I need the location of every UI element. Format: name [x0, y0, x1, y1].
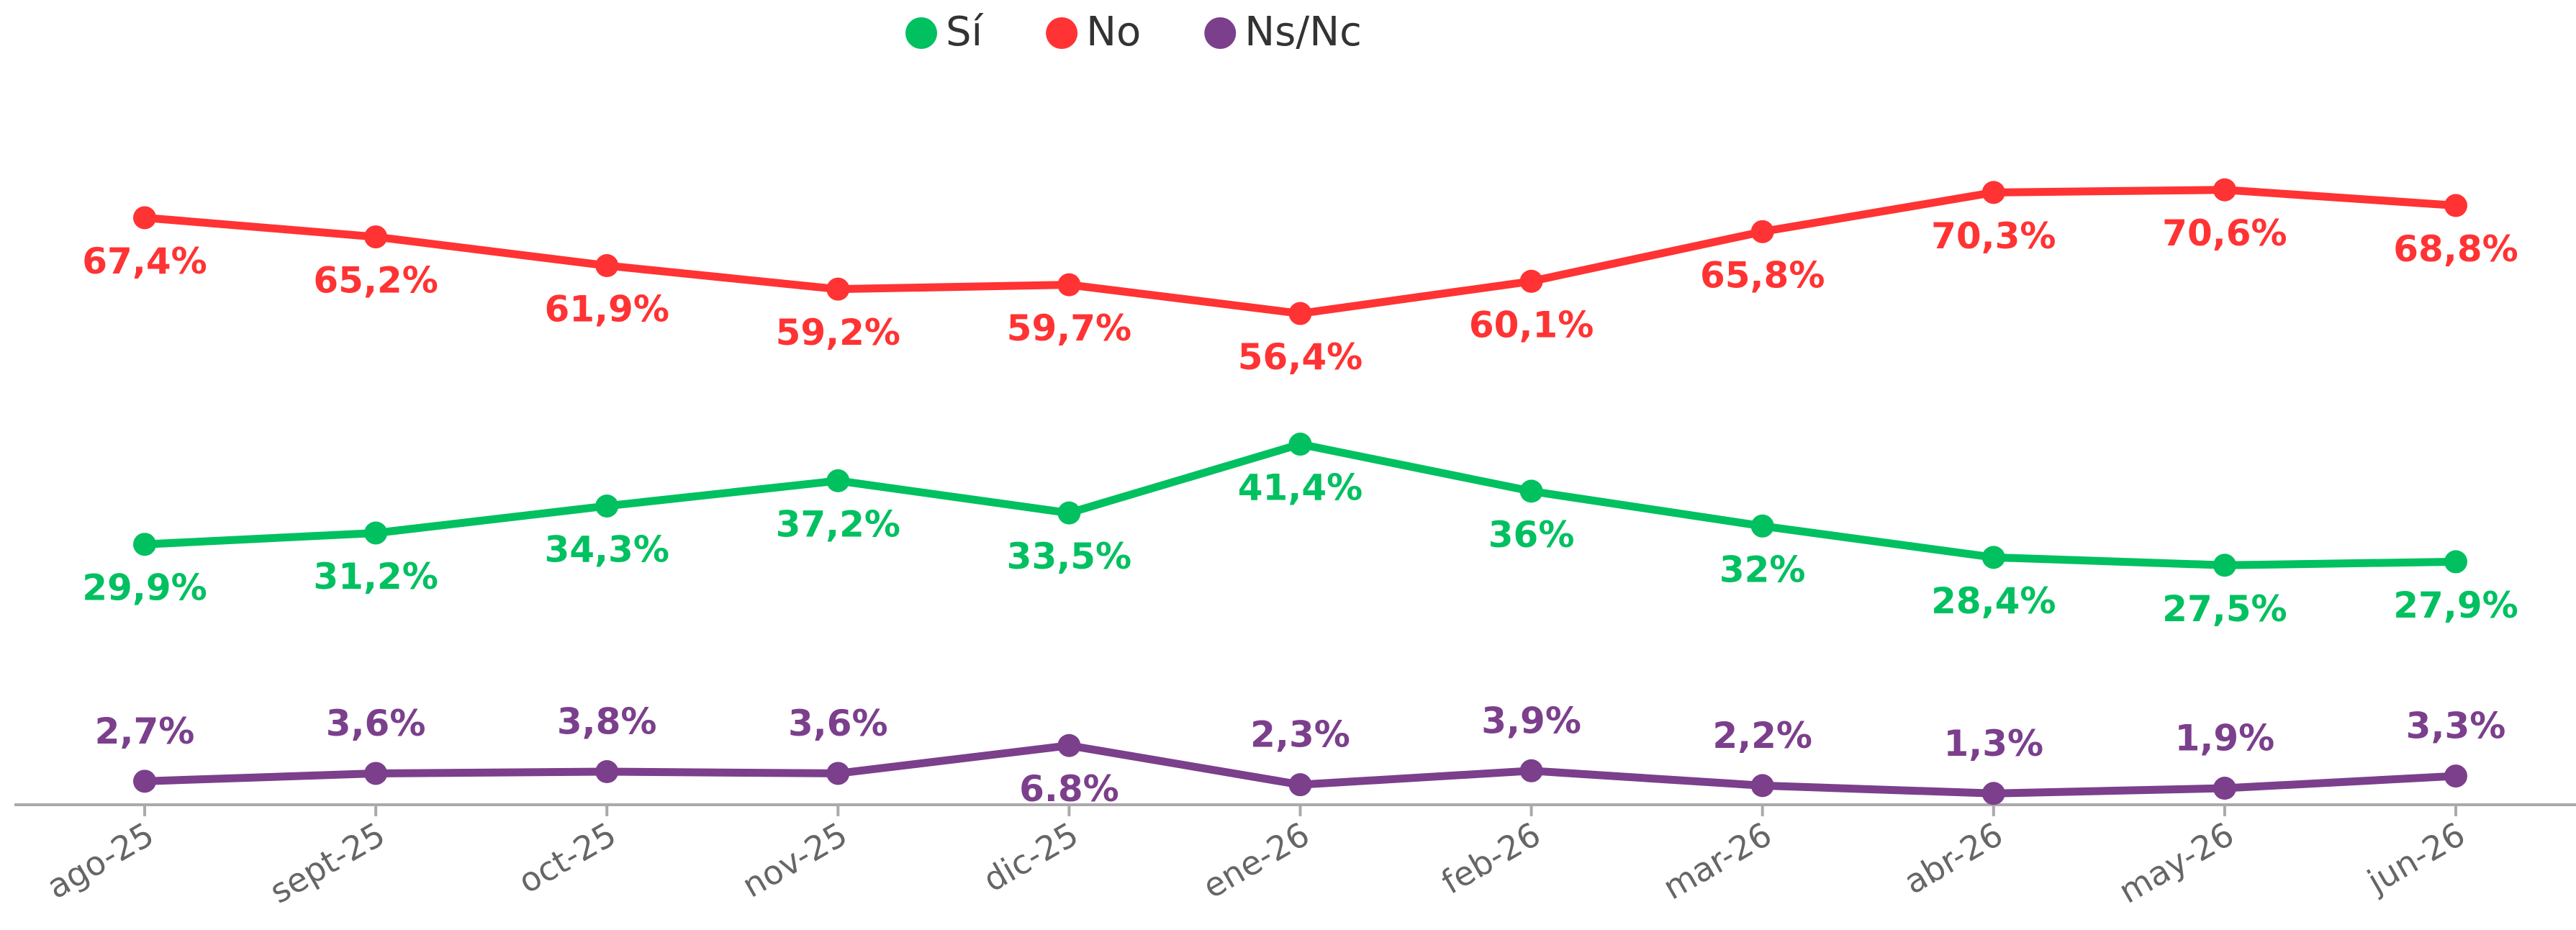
point	[133, 533, 156, 556]
point	[826, 762, 850, 785]
point	[1750, 514, 1774, 538]
point	[1057, 273, 1081, 297]
point	[1519, 759, 1543, 782]
data-label: 3,3%	[2406, 705, 2506, 747]
data-label: 56,4%	[1238, 336, 1362, 378]
x-tick-label: ene-26	[1196, 815, 1316, 906]
point	[595, 494, 619, 518]
data-label: 2,3%	[1250, 714, 1350, 756]
x-tick-label: abr-26	[1897, 815, 2010, 902]
data-label: 1,9%	[2175, 718, 2275, 759]
data-label: 33,5%	[1007, 536, 1131, 577]
point	[1057, 733, 1081, 757]
point	[2444, 550, 2467, 574]
point	[1057, 501, 1081, 525]
point	[2444, 764, 2467, 788]
legend-swatch	[1046, 17, 1078, 49]
data-label: 27,5%	[2162, 588, 2287, 630]
data-label: 3,6%	[788, 703, 888, 744]
point	[1288, 302, 1312, 325]
point	[1519, 479, 1543, 503]
data-label: 65,8%	[1700, 254, 1825, 296]
data-label: 65,2%	[313, 260, 438, 302]
data-label: 34,3%	[544, 528, 669, 570]
x-tick-label: feb-26	[1434, 815, 1547, 902]
point	[1288, 433, 1312, 456]
x-tick-label: ago-25	[40, 815, 161, 907]
data-label: 3,9%	[1481, 700, 1581, 741]
data-label: 31,2%	[313, 556, 438, 597]
data-label: 6.8%	[1019, 768, 1119, 810]
data-label: 61,9%	[544, 289, 669, 330]
point	[1288, 773, 1312, 797]
data-label: 67,4%	[82, 240, 207, 282]
point	[364, 225, 388, 249]
point	[2213, 777, 2236, 800]
point	[826, 277, 850, 301]
data-label: 32%	[1719, 548, 1806, 590]
legend-label: No	[1086, 9, 1141, 55]
point	[2444, 194, 2467, 217]
point	[364, 762, 388, 785]
x-tick-label: may-26	[2112, 815, 2240, 911]
point	[1981, 181, 2005, 204]
line	[144, 186, 2457, 318]
point	[595, 760, 619, 784]
point	[133, 769, 156, 793]
data-label: 28,4%	[1931, 580, 2056, 622]
x-tick-label: jun-26	[2360, 815, 2472, 901]
point	[1981, 546, 2005, 569]
data-label: 2,2%	[1712, 715, 1812, 757]
x-tick-label: oct-25	[512, 815, 623, 901]
x-tick-label: sept-25	[263, 815, 392, 911]
legend-swatch	[1204, 17, 1237, 49]
point	[2213, 554, 2236, 577]
point	[826, 469, 850, 492]
data-label: 60,1%	[1469, 304, 1594, 346]
data-label: 70,6%	[2162, 212, 2287, 254]
data-label: 27,9%	[2393, 584, 2518, 626]
point	[595, 254, 619, 278]
x-tick-label: nov-25	[736, 815, 854, 906]
point	[1981, 782, 2005, 805]
legend-label: Sí	[946, 9, 985, 55]
data-label: 2,7%	[95, 710, 195, 752]
data-label: 37,2%	[776, 503, 900, 545]
legend-label: Ns/Nc	[1244, 9, 1362, 55]
x-tick-label: dic-25	[977, 815, 1085, 900]
data-label: 59,2%	[776, 312, 900, 353]
data-label: 41,4%	[1238, 467, 1362, 509]
point	[133, 206, 156, 230]
x-tick-label: mar-26	[1656, 815, 1778, 908]
point	[364, 521, 388, 545]
data-label: 1,3%	[1943, 723, 2043, 764]
point	[1750, 220, 1774, 243]
data-label: 3,6%	[326, 703, 426, 744]
point	[1519, 269, 1543, 293]
data-label: 36%	[1488, 514, 1575, 556]
data-label: 68,8%	[2393, 228, 2518, 270]
data-label: 59,7%	[1007, 307, 1131, 349]
data-label: 70,3%	[1931, 215, 2056, 257]
legend-swatch	[905, 17, 937, 49]
data-label: 3,8%	[557, 701, 657, 743]
point	[2213, 178, 2236, 202]
data-label: 29,9%	[82, 567, 207, 609]
point	[1750, 774, 1774, 798]
